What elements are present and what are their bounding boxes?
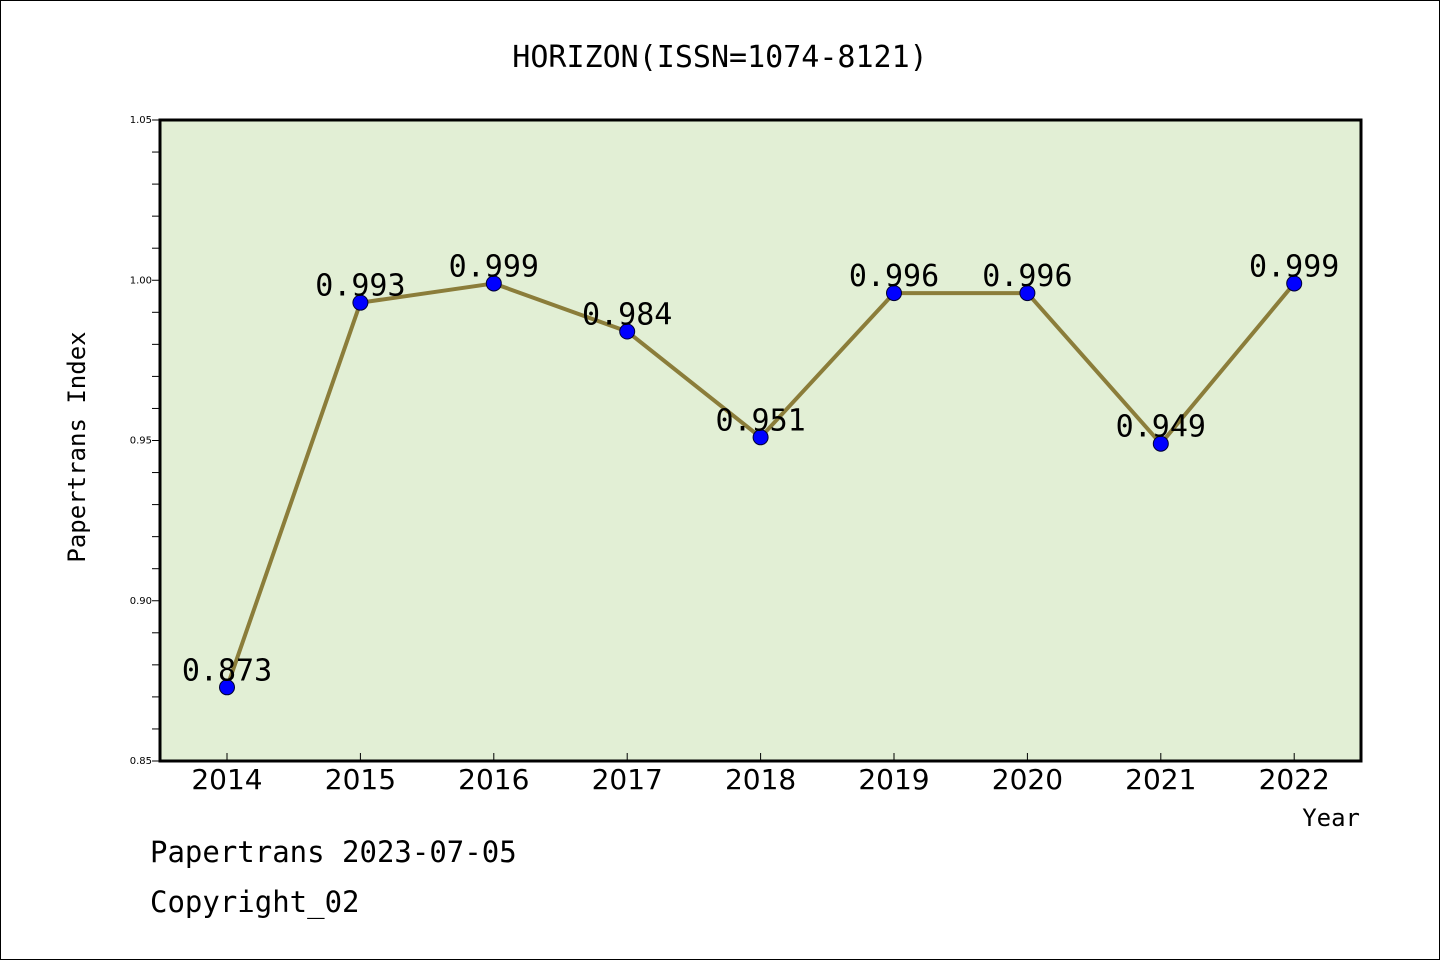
data-label: 0.949 [1116,410,1206,445]
data-label: 0.996 [982,259,1072,294]
data-labels: 0.873 0.993 0.999 0.984 0.951 0.996 0.996 0.949… [182,249,1340,688]
data-label: 0.951 [715,403,805,438]
x-tick-label: 2016 [458,763,529,796]
y-axis-label: Papertrans Index [63,331,91,562]
data-label: 0.873 [182,653,272,688]
data-point [485,275,502,292]
data-point [752,429,769,446]
x-tick-label: 2021 [1125,763,1196,796]
x-tick-label: 2018 [725,763,796,796]
data-points [219,275,1303,696]
data-label: 0.999 [1249,249,1339,284]
footer-copyright: Copyright_02 [150,885,360,919]
x-axis: 2014 2015 2016 2017 2018 2019 2020 2021 2022 [191,753,1330,796]
data-point [352,294,369,311]
footer-source-date: Papertrans 2023-07-05 [150,835,517,869]
y-tick-label: 0.90 [130,596,152,607]
plot-border [158,118,1363,763]
chart-title: HORIZON(ISSN=1074-8121) [512,40,927,75]
x-tick-label: 2014 [191,763,262,796]
x-tick-label: 2017 [592,763,663,796]
y-tick-label: 1.00 [130,275,152,286]
x-tick-label: 2019 [858,763,929,796]
y-tick-label: 0.95 [130,436,152,447]
data-point [886,285,902,302]
x-tick-label: 2020 [992,763,1063,796]
data-label: 0.996 [849,259,939,294]
y-axis: 0.85 0.90 0.95 1.00 1.05 [130,115,160,767]
data-label: 0.999 [449,249,539,284]
data-point [619,323,636,340]
data-point [219,679,235,696]
data-point [1152,435,1169,452]
data-label: 0.993 [315,269,405,304]
x-tick-label: 2022 [1259,763,1330,796]
y-tick-label: 0.85 [130,756,152,767]
data-label: 0.984 [582,298,672,333]
y-tick-label: 1.05 [130,115,152,126]
x-axis-label: Year [1302,804,1360,832]
x-tick-label: 2015 [325,763,396,796]
data-point [1286,275,1303,292]
data-point [1019,285,1036,302]
